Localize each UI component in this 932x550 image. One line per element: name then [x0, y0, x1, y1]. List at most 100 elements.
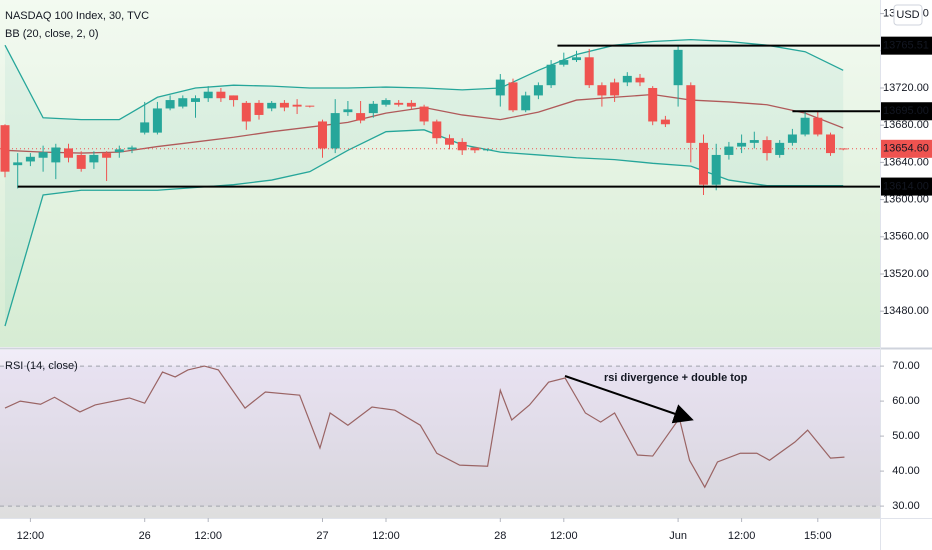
- level-tag: [881, 177, 932, 196]
- candle-body: [457, 141, 467, 151]
- candle-body: [229, 95, 239, 101]
- candle-body: [737, 142, 747, 147]
- candle-body: [89, 154, 99, 163]
- rsi-band: [0, 366, 880, 507]
- candle-body: [546, 64, 556, 86]
- candle-body: [241, 102, 251, 122]
- annotation: rsi divergence + double top: [604, 372, 748, 384]
- annotation-arrow: [564, 375, 694, 424]
- level-label: 13695.00: [883, 105, 929, 117]
- rsi-line: [4, 365, 845, 489]
- candle-body: [152, 108, 162, 133]
- y-tick-label: 50.00: [892, 430, 920, 442]
- candle-body: [495, 79, 505, 96]
- band-fill: [5, 39, 844, 327]
- candle-body: [686, 85, 696, 143]
- candle-body: [254, 102, 264, 115]
- y-tick-label: 13480.00: [883, 305, 929, 317]
- candle-body: [775, 142, 785, 155]
- candle-body: [813, 117, 823, 135]
- x-tick-label: 28: [494, 530, 506, 542]
- candle-body: [406, 102, 416, 107]
- candle-body: [178, 98, 188, 107]
- x-tick-label: 26: [139, 530, 151, 542]
- candle-body: [419, 106, 429, 122]
- candle-body: [279, 102, 289, 108]
- y-tick-label: 13560.00: [883, 231, 929, 243]
- candle-body: [559, 60, 569, 65]
- y-tick-label: 40.00: [892, 465, 920, 477]
- x-tick-label: 12:00: [550, 530, 578, 542]
- candle-body: [711, 154, 721, 185]
- candle-body: [610, 82, 620, 96]
- candle-body: [584, 57, 594, 86]
- candle-body: [445, 138, 454, 145]
- candle-body: [394, 102, 404, 105]
- candle-body: [0, 125, 10, 172]
- rsi-label: RSI (14, close): [5, 360, 78, 372]
- indicator-label: BB (20, close, 2, 0): [5, 28, 99, 40]
- candle-body: [572, 57, 581, 61]
- y-tick-label: 13520.00: [883, 268, 929, 280]
- last-price-tag: [881, 139, 932, 158]
- candle-body: [699, 142, 708, 185]
- x-tick-label: 12:00: [728, 530, 756, 542]
- candle-body: [432, 121, 442, 139]
- chart-title: NASDAQ 100 Index, 30, TVC: [5, 10, 149, 22]
- candle-body: [267, 102, 277, 109]
- candle-body: [787, 134, 797, 143]
- main-pane: [0, 0, 880, 347]
- y-tick-label: 13640.00: [883, 156, 929, 168]
- candle-body: [76, 154, 86, 169]
- y-tick-label: 13720.00: [883, 82, 929, 94]
- candle-body: [381, 100, 391, 105]
- x-tick-label: Jun: [669, 530, 687, 542]
- candle-body: [165, 100, 175, 109]
- candle-body: [762, 140, 772, 154]
- currency-badge[interactable]: [893, 4, 923, 26]
- y-tick-label: 30.00: [892, 500, 920, 512]
- x-tick-label: 12:00: [194, 530, 222, 542]
- candle-body: [533, 85, 543, 96]
- candle-body: [51, 147, 61, 163]
- candle-body: [356, 113, 366, 121]
- candle-body: [140, 122, 150, 133]
- candle-body: [127, 147, 137, 150]
- candle-body: [660, 119, 670, 125]
- candle-body: [13, 162, 23, 166]
- candle-body: [508, 82, 518, 111]
- candle-body: [64, 148, 73, 158]
- candle-body: [470, 147, 480, 151]
- candle-body: [318, 121, 327, 149]
- candle-body: [330, 113, 340, 149]
- x-tick-label: 27: [316, 530, 328, 542]
- candle-body: [673, 49, 683, 86]
- candle-body: [368, 103, 378, 114]
- level-label: 13765.51: [883, 40, 929, 52]
- candle-body: [25, 156, 35, 162]
- currency-label[interactable]: USD: [896, 9, 919, 21]
- candle-body: [826, 134, 835, 154]
- candle-body: [648, 87, 658, 122]
- candle-body: [838, 148, 848, 150]
- level-label: 13614.00: [883, 180, 929, 192]
- candle-body: [724, 146, 734, 155]
- candle-body: [597, 85, 607, 96]
- candle-body: [483, 149, 493, 151]
- level-tag: [881, 36, 932, 55]
- candle-body: [102, 153, 112, 158]
- candle-body: [635, 77, 645, 83]
- candle-body: [216, 91, 226, 99]
- last-price-label: 13654.60: [883, 143, 929, 155]
- candle-body: [38, 152, 48, 158]
- x-tick-label: 12:00: [372, 530, 400, 542]
- y-tick-label: 70.00: [892, 360, 920, 372]
- level-tag: [881, 102, 932, 121]
- y-tick-label: 13680.00: [883, 119, 929, 131]
- rsi-pane: [0, 350, 880, 518]
- candle-body: [749, 140, 759, 143]
- candle-body: [800, 117, 810, 135]
- candle-body: [203, 91, 213, 99]
- candle-body: [521, 95, 531, 111]
